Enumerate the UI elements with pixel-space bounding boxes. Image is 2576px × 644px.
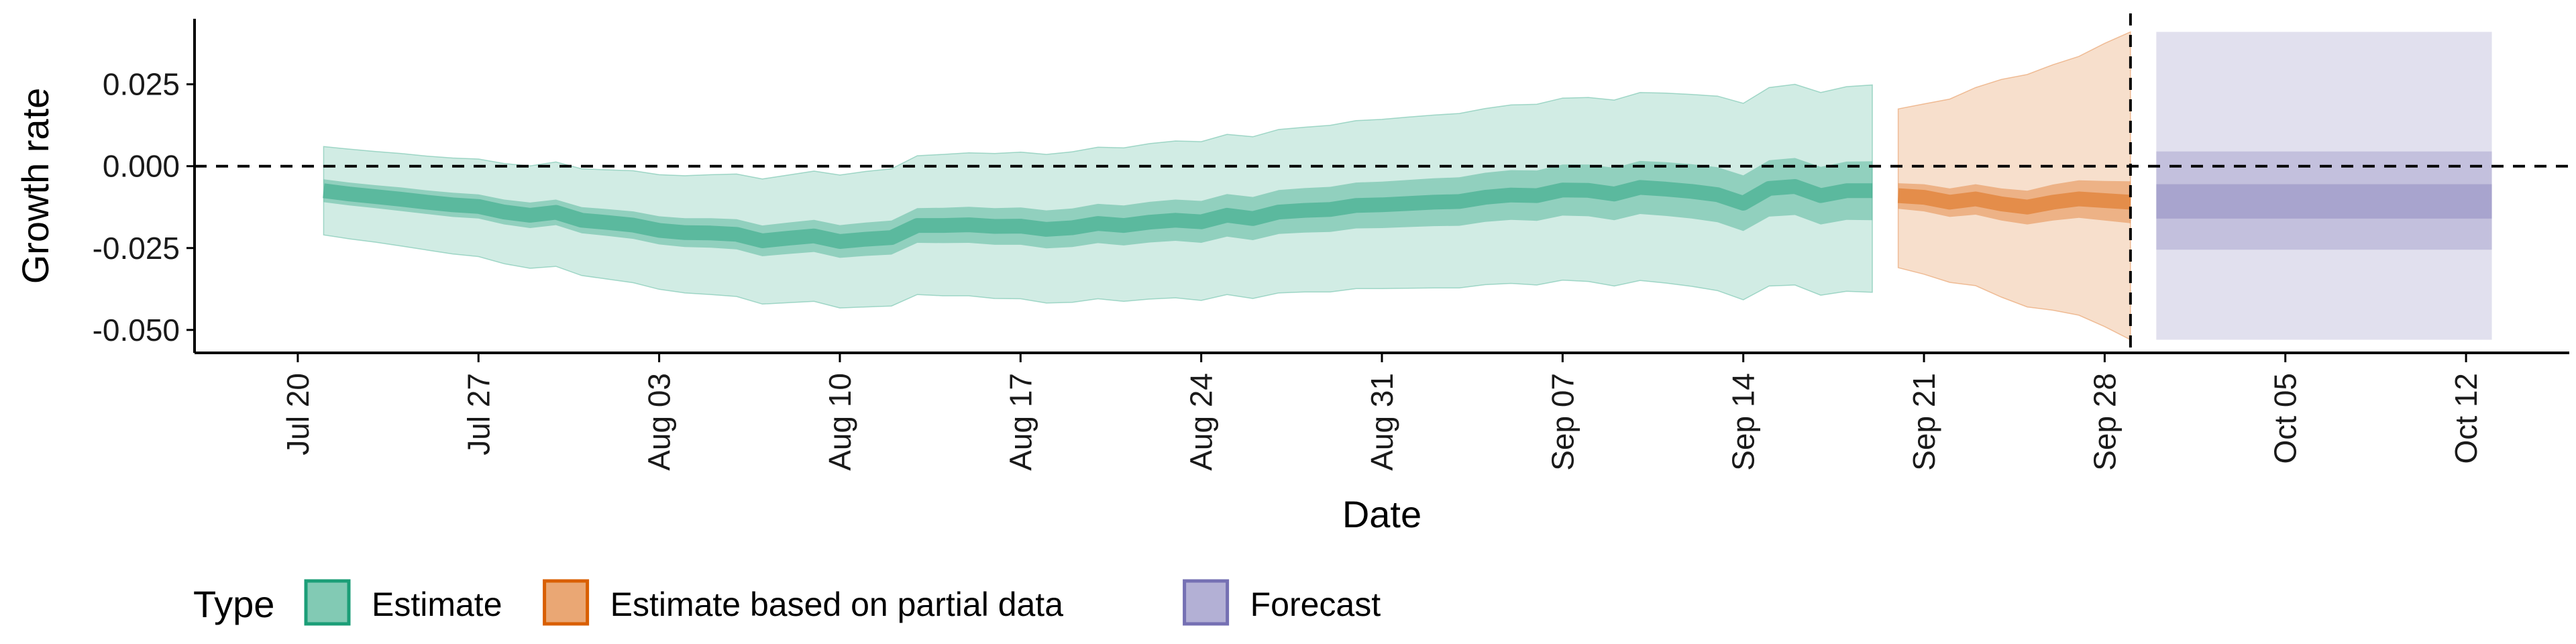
y-tick-label: -0.050 [93,313,180,347]
x-tick-label: Jul 27 [461,373,496,455]
x-tick-label: Aug 24 [1184,373,1219,471]
x-tick-label: Aug 10 [822,373,857,471]
forecast-band-inner [2156,151,2492,250]
x-tick-label: Oct 12 [2449,373,2483,464]
ticks: 0.025 0.000 -0.025 -0.050 Jul 20 Jul 27 Aug 03… [93,67,2484,471]
x-tick-label: Sep 21 [1907,373,1941,471]
plot-area [195,13,2569,353]
forecast-band-90 [2156,32,2492,340]
x-tick-label: Aug 31 [1364,373,1399,471]
x-tick-label: Aug 17 [1003,373,1038,471]
x-tick-label: Jul 20 [280,373,315,455]
legend-label-3: Forecast [1250,586,1381,623]
legend-label-1: Estimate [372,586,502,623]
legend-key-2 [543,579,590,626]
x-tick-label: Oct 05 [2268,373,2303,464]
x-tick-label: Sep 07 [1545,373,1580,471]
y-tick-label: -0.025 [93,231,180,266]
legend-label-2: Estimate based on partial data [610,586,1064,623]
forecast-band-50 [2156,184,2492,219]
estimate-based-on-partial-data-band-50 [1898,180,2131,225]
y-tick-label: 0.025 [103,67,180,102]
x-tick-label: Sep 28 [2087,373,2122,471]
legend-key-1 [304,579,351,626]
y-axis-title: Growth rate [14,88,56,284]
legend: Type Estimate Estimate based on partial d… [193,579,1381,626]
y-tick-label: 0.000 [103,149,180,184]
estimate-band-90 [323,83,1873,309]
estimate-based-on-partial-data-median-line [1897,188,2131,215]
legend-key-3 [1183,579,1230,626]
estimate-band-50 [323,158,1873,258]
x-tick-label: Sep 14 [1726,373,1761,471]
x-tick-label: Aug 03 [642,373,677,471]
x-axis-title: Date [1342,493,1421,535]
legend-title: Type [193,583,274,625]
estimate-median-line [323,179,1873,249]
